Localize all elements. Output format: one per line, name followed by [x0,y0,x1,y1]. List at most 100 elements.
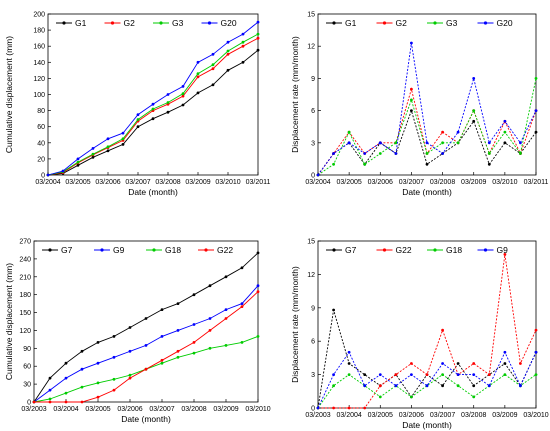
data-point-G9 [48,388,52,392]
series-line-G1 [47,49,259,176]
data-point-G9 [425,384,429,388]
data-point-G20 [456,130,460,134]
data-point-G7 [144,317,148,320]
legend-marker-G22 [382,248,387,252]
data-point-G22 [176,349,180,353]
x-tick-label: 03/2010 [492,179,517,186]
series-line-G2 [317,87,537,176]
data-point-G20 [378,141,382,145]
legend-marker-G7 [332,248,336,252]
chart-panel-bottom-right: 0 3 6 9 12 15 03/2003 03/2004 03/2005 03/2006 03/2… [290,239,549,431]
data-point-G9 [128,349,132,353]
data-point-G22 [32,400,36,404]
data-point-G9 [363,384,367,388]
y-tick-label: 180 [19,292,31,299]
x-tick-label: 03/2007 [149,406,174,413]
data-point-G9 [240,302,244,305]
data-point-G22 [410,362,413,365]
x-tick-label: 03/2009 [492,412,517,419]
data-point-G18 [160,361,164,365]
y-tick-label: 0 [311,406,315,413]
x-tick-label: 03/2004 [336,412,361,419]
data-point-G22 [519,362,522,365]
data-point-G18 [256,335,260,338]
data-point-G7 [64,361,68,365]
data-point-G20 [332,152,335,155]
data-point-G1 [151,117,155,121]
data-point-G1 [166,110,170,114]
data-point-G2 [241,44,245,48]
data-point-G2 [226,52,230,56]
data-point-G20 [363,152,367,155]
data-point-G18 [456,384,460,388]
data-point-G20 [503,119,507,123]
y-tick-label: 180 [33,28,45,35]
data-point-G20 [394,152,398,155]
y-tick-label: 120 [33,76,45,83]
data-point-G3 [363,162,367,166]
data-point-G3 [441,141,444,145]
data-point-G9 [378,373,382,376]
data-point-G18 [96,381,100,385]
data-point-G22 [64,400,68,404]
data-point-G20 [91,147,95,150]
data-point-G18 [80,385,84,389]
data-point-G7 [347,362,351,365]
x-tick-label: 03/2005 [85,406,110,413]
x-axis-label: Date (month) [121,414,171,424]
data-point-G22 [224,317,228,320]
legend-label-G3: G3 [446,18,458,28]
data-point-G9 [80,367,84,371]
legend-marker-G9 [483,248,488,252]
data-point-G7 [208,284,212,288]
data-point-G2 [196,75,200,79]
data-point-G20 [106,137,110,141]
y-tick-label: 140 [33,60,45,67]
legend-label-G2: G2 [396,18,408,28]
data-point-G2 [441,130,444,134]
data-point-G3 [347,130,351,134]
y-tick-label: 0 [41,173,45,180]
legend-label-G20: G20 [497,18,513,28]
data-point-G18 [224,344,228,347]
x-tick-label: 03/2005 [65,179,90,186]
data-point-G9 [410,373,413,376]
data-point-G2 [181,94,185,98]
data-point-G3 [136,118,140,121]
chart-panel-top-right: 0 3 6 9 12 15 03/2004 03/2005 03/2006 03/2007 03/2… [290,12,548,198]
y-tick-label: 150 [19,310,31,317]
legend-label-G3: G3 [172,18,184,28]
data-point-G3 [76,160,80,164]
plot-frame [317,240,537,409]
data-point-G1 [256,48,260,52]
y-tick-label: 100 [33,92,45,99]
data-point-G7 [128,326,132,329]
data-point-G22 [472,362,476,365]
data-point-G9 [456,373,460,376]
data-point-G20 [316,173,320,177]
data-point-G7 [240,266,244,270]
data-point-G7 [224,275,228,279]
x-tick-label: 03/2004 [305,179,330,186]
data-point-G9 [64,376,68,380]
data-point-G9 [441,362,444,365]
data-point-G18 [378,395,382,399]
data-point-G20 [136,113,140,116]
data-point-G20 [441,152,444,155]
y-axis-label: Cumulative displacement (mm) [4,36,14,153]
x-tick-label: 03/2008 [155,179,180,186]
data-point-G3 [166,101,170,104]
y-tick-label: 6 [311,339,315,346]
data-point-G1 [106,149,110,153]
data-point-G18 [347,373,351,376]
data-point-G20 [166,93,170,96]
data-point-G9 [256,284,260,288]
data-point-G18 [112,377,116,381]
data-point-G2 [211,67,215,71]
data-point-G3 [151,107,155,111]
plot-frame [317,13,537,176]
series-line-G18 [317,374,537,409]
data-point-G9 [96,361,100,365]
data-point-G22 [347,406,351,410]
y-tick-label: 160 [33,44,45,51]
